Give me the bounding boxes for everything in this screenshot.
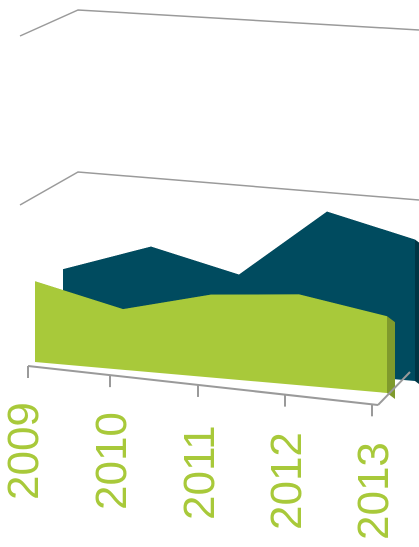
x-tick-label-2011: 2011 (175, 425, 224, 520)
gridline-1 (20, 172, 419, 205)
x-tick-label-2013: 2013 (349, 442, 398, 540)
series-layer (35, 212, 419, 399)
gridlines (20, 10, 419, 205)
x-tick-label-2010: 2010 (87, 412, 136, 510)
x-tick-label-2012: 2012 (262, 432, 311, 530)
series-0-end-face (415, 240, 419, 387)
x-tick-labels: 2009 2010 2011 2012 2013 (0, 402, 398, 540)
gridline-0 (20, 10, 419, 36)
x-tick-label-2009: 2009 (0, 402, 48, 500)
series-1-end-face (387, 316, 395, 399)
